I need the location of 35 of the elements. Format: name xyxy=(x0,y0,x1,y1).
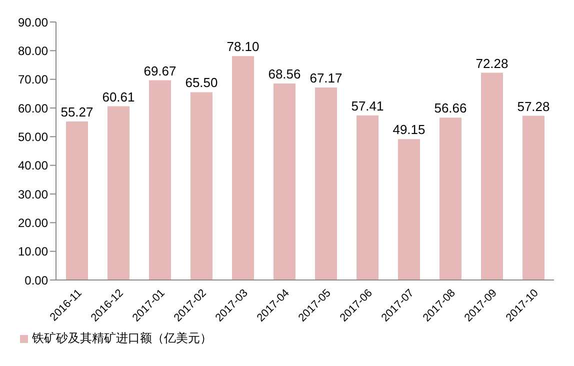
y-tick-label: 30.00 xyxy=(18,187,48,202)
text: 65.50 xyxy=(185,75,218,90)
text: 55.27 xyxy=(60,104,94,120)
bar xyxy=(481,72,503,280)
text: 49.15 xyxy=(392,122,426,138)
bar xyxy=(149,80,171,280)
y-tick-label: 20.00 xyxy=(18,216,48,230)
y-tick-label: 40.00 xyxy=(18,158,48,173)
text: 57.28 xyxy=(517,98,550,114)
bar xyxy=(66,122,88,280)
bar xyxy=(274,83,296,280)
y-tick-label: 50.00 xyxy=(18,130,48,144)
bar xyxy=(440,118,462,280)
y-tick-label: 80.00 xyxy=(18,44,48,58)
bar xyxy=(356,115,378,280)
y-tick-label: 70.00 xyxy=(18,72,48,87)
bar xyxy=(108,106,130,280)
text: 67.17 xyxy=(310,70,342,86)
text: 72.28 xyxy=(476,56,508,71)
y-tick-label: 90.00 xyxy=(18,15,48,30)
legend-label: 铁矿砂及其精矿进口额（亿美元） xyxy=(32,330,212,347)
y-tick-label: 60.00 xyxy=(18,101,48,116)
text: 57.41 xyxy=(351,98,384,114)
text: 69.67 xyxy=(144,63,176,78)
text: 78.10 xyxy=(226,39,260,54)
bar xyxy=(232,56,254,280)
text: 56.66 xyxy=(434,100,467,116)
y-tick-label: 10.00 xyxy=(18,244,48,259)
bar xyxy=(315,87,337,280)
text: 60.61 xyxy=(102,89,135,104)
bar xyxy=(398,139,420,280)
bar xyxy=(190,92,212,280)
bar xyxy=(522,116,544,280)
text: 68.56 xyxy=(268,66,301,82)
y-tick-label: 0.00 xyxy=(24,273,48,288)
